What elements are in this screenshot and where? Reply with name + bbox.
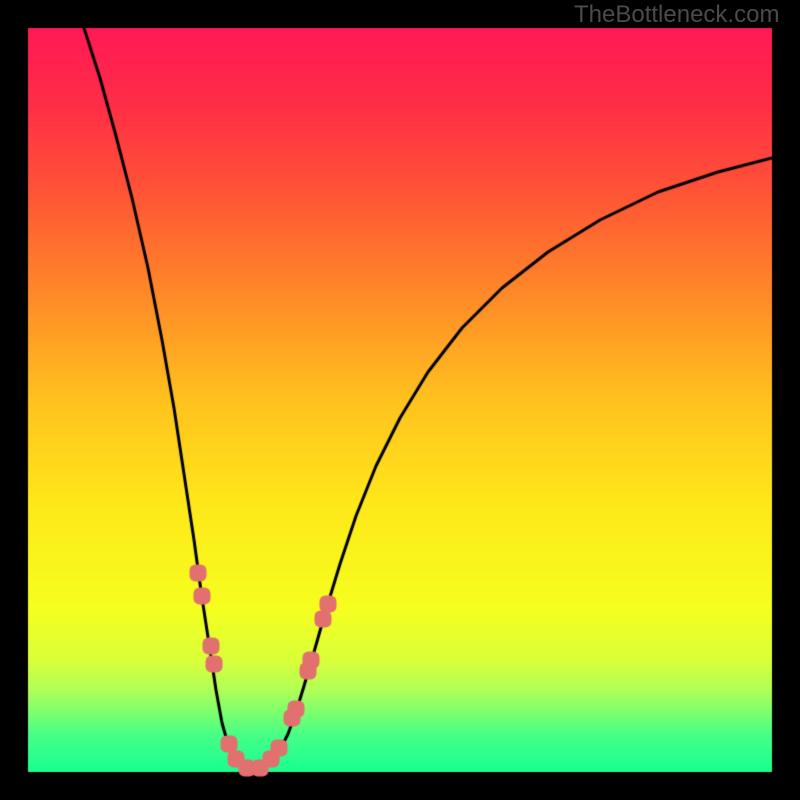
figure-root: TheBottleneck.com (0, 0, 800, 800)
bottleneck-curve-chart (0, 0, 800, 800)
watermark-text: TheBottleneck.com (574, 1, 779, 29)
